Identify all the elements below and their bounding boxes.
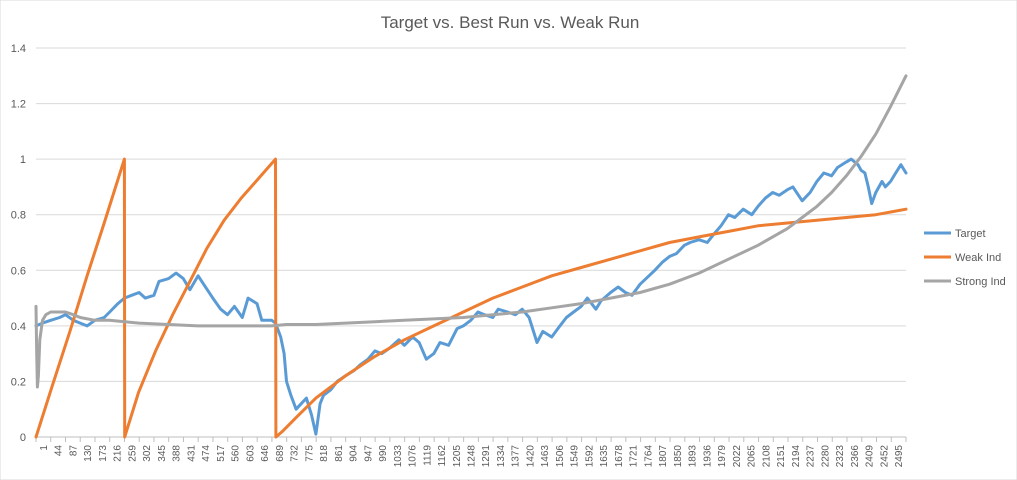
x-tick-label: 1119 [422, 445, 433, 466]
x-tick-label: 2366 [850, 445, 861, 468]
x-tick-label: 1248 [467, 445, 478, 468]
x-tick-label: 603 [245, 445, 256, 462]
x-tick-label: 302 [142, 445, 153, 462]
x-tick-label: 1506 [555, 445, 566, 468]
x-tick-label: 2495 [894, 445, 905, 468]
y-tick-label: 1 [20, 154, 26, 166]
x-tick-label: 1635 [599, 445, 610, 468]
y-tick-label: 0.2 [11, 376, 26, 388]
x-tick-label: 1033 [393, 445, 404, 468]
x-tick-label: 474 [201, 445, 212, 462]
x-tick-label: 818 [319, 445, 330, 462]
legend-label: Target [955, 228, 986, 240]
x-tick-label: 345 [157, 445, 168, 462]
x-tick-label: 431 [186, 445, 197, 462]
x-tick-label: 2194 [791, 445, 802, 468]
x-tick-label: 2108 [761, 445, 772, 468]
x-tick-label: 1463 [540, 445, 551, 468]
x-tick-label: 1076 [408, 445, 419, 468]
x-tick-label: 2409 [865, 445, 876, 468]
x-tick-label: 388 [172, 445, 183, 462]
x-tick-label: 517 [216, 445, 227, 462]
x-tick-label: 2065 [747, 445, 758, 468]
x-tick-label: 1893 [688, 445, 699, 468]
x-tick-label: 2280 [820, 445, 831, 468]
x-tick-label: 1979 [717, 445, 728, 468]
x-tick-label: 1936 [702, 445, 713, 468]
x-tick-label: 560 [231, 445, 242, 462]
x-tick-label: 2323 [835, 445, 846, 468]
y-tick-label: 0.8 [11, 210, 26, 222]
x-tick-label: 1592 [584, 445, 595, 468]
y-tick-label: 1.2 [11, 99, 26, 111]
x-tick-label: 1721 [629, 445, 640, 468]
series-line-weak-ind [34, 157, 908, 439]
x-tick-label: 861 [334, 445, 345, 462]
y-tick-label: 0.4 [11, 321, 26, 333]
x-tick-label: 173 [98, 445, 109, 462]
x-tick-label: 2452 [879, 445, 890, 468]
x-tick-label: 2022 [732, 445, 743, 468]
x-tick-label: 1850 [673, 445, 684, 468]
x-tick-label: 1 [39, 445, 50, 451]
y-tick-label: 0 [20, 432, 26, 444]
series-line-target [34, 157, 908, 436]
x-tick-label: 732 [290, 445, 301, 462]
chart-title: Target vs. Best Run vs. Weak Run [381, 13, 640, 32]
x-tick-label: 1764 [643, 445, 654, 468]
y-tick-label: 1.4 [11, 43, 26, 55]
x-tick-label: 130 [83, 445, 94, 462]
y-axis-ticks: 0 0.2 0.4 0.6 0.8 1 1.2 1.4 [11, 43, 26, 444]
legend: Target Weak Ind Strong Ind [924, 228, 1006, 288]
series-line-strong-ind [34, 74, 908, 389]
x-tick-label: 216 [113, 445, 124, 462]
x-tick-label: 1549 [570, 445, 581, 468]
series-lines [34, 74, 908, 439]
x-tick-label: 2237 [806, 445, 817, 468]
x-tick-label: 1291 [481, 445, 492, 468]
x-tick-label: 775 [304, 445, 315, 462]
legend-label: Strong Ind [955, 276, 1006, 288]
x-tick-label: 1162 [437, 445, 448, 467]
x-axis-ticks: 1 44 87 130 173 216 259 302 345 388 431 474 517 560 60… [35, 437, 907, 468]
x-tick-label: 1205 [452, 445, 463, 468]
x-tick-label: 1377 [511, 445, 522, 468]
x-tick-label: 689 [275, 445, 286, 462]
x-tick-label: 947 [363, 445, 374, 462]
x-tick-label: 87 [68, 445, 79, 457]
x-tick-label: 1334 [496, 445, 507, 468]
x-tick-label: 259 [127, 445, 138, 462]
x-tick-label: 1807 [658, 445, 669, 468]
x-tick-label: 1678 [614, 445, 625, 468]
x-tick-label: 990 [378, 445, 389, 462]
legend-label: Weak Ind [955, 252, 1001, 264]
x-tick-label: 646 [260, 445, 271, 462]
x-tick-label: 1420 [525, 445, 536, 468]
x-tick-label: 44 [54, 445, 65, 457]
y-tick-label: 0.6 [11, 265, 26, 277]
x-tick-label: 904 [349, 445, 360, 462]
x-tick-label: 2151 [776, 445, 787, 468]
